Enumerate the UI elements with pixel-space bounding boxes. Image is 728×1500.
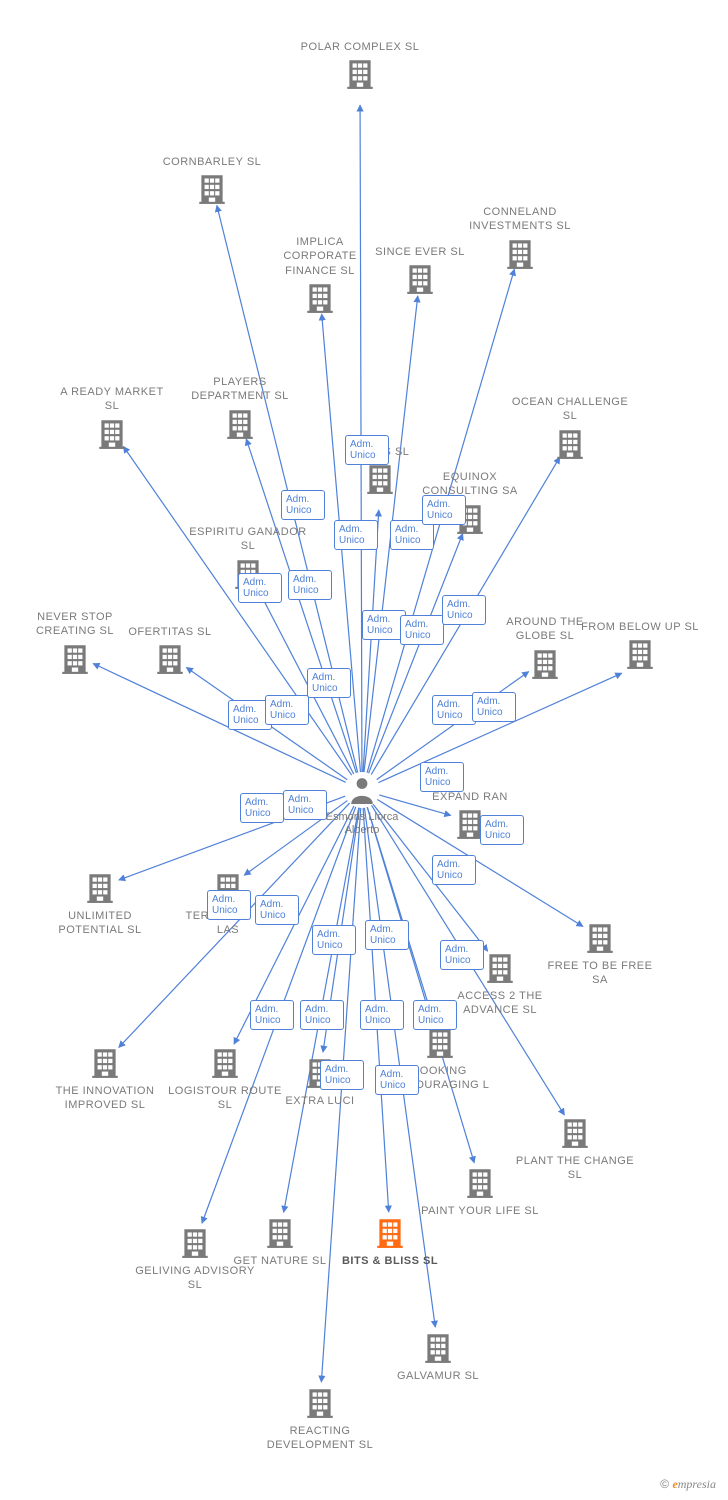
building-icon — [208, 1045, 242, 1079]
edge-label: Adm. Unico — [440, 940, 484, 970]
building-icon — [363, 461, 397, 495]
building-icon — [223, 406, 257, 440]
company-node-bits: BITS & BLISS SL — [330, 1215, 450, 1270]
edge-label: Adm. Unico — [312, 925, 356, 955]
building-icon — [403, 261, 437, 295]
building-icon — [58, 641, 92, 675]
center-person: Esmoris Llorca Alberto — [322, 776, 402, 837]
edge-label: Adm. Unico — [281, 490, 325, 520]
building-icon — [83, 870, 117, 904]
company-node-paint: PAINT YOUR LIFE SL — [420, 1165, 540, 1220]
building-icon — [303, 1385, 337, 1419]
company-node-free: FREE TO BE FREE SA — [540, 920, 660, 990]
building-icon — [553, 426, 587, 460]
company-label: FREE TO BE FREE SA — [540, 959, 660, 988]
company-node-unlimited: UNLIMITED POTENTIAL SL — [40, 870, 160, 940]
company-node-innovation: THE INNOVATION IMPROVED SL — [45, 1045, 165, 1115]
building-icon — [88, 1045, 122, 1079]
company-label: ESPIRITU GANADOR SL — [188, 525, 308, 554]
company-label: A READY MARKET SL — [52, 385, 172, 414]
company-label: OCEAN CHALLENGE SL — [510, 395, 630, 424]
company-node-since: SINCE EVER SL — [360, 245, 480, 300]
building-icon — [528, 646, 562, 680]
building-icon — [95, 416, 129, 450]
building-icon — [178, 1225, 212, 1259]
company-node-getnature: GET NATURE SL — [220, 1215, 340, 1270]
edge-label: Adm. Unico — [422, 495, 466, 525]
company-label: GALVAMUR SL — [378, 1369, 498, 1383]
person-icon — [349, 776, 375, 804]
edge-label: Adm. Unico — [334, 520, 378, 550]
company-label: SINCE EVER SL — [360, 245, 480, 259]
company-node-ocean: OCEAN CHALLENGE SL — [510, 395, 630, 465]
company-label: REACTING DEVELOPMENT SL — [260, 1424, 380, 1453]
edge-label: Adm. Unico — [283, 790, 327, 820]
edge-label: Adm. Unico — [432, 695, 476, 725]
company-label: EXTRA LUCI — [285, 1094, 355, 1108]
building-icon — [463, 1165, 497, 1199]
edge-label: Adm. Unico — [480, 815, 524, 845]
company-label: FROM BELOW UP SL — [580, 620, 700, 634]
company-label: CORNBARLEY SL — [152, 155, 272, 169]
building-icon — [503, 236, 537, 270]
building-icon — [423, 1025, 457, 1059]
company-node-aready: A READY MARKET SL — [52, 385, 172, 455]
building-icon — [195, 171, 229, 205]
edge-label: Adm. Unico — [420, 762, 464, 792]
building-icon — [153, 641, 187, 675]
building-icon — [263, 1215, 297, 1249]
company-label: OFERTITAS SL — [110, 625, 230, 639]
edge-label: Adm. Unico — [320, 1060, 364, 1090]
footer-copyright: © empresia — [660, 1477, 716, 1492]
building-icon — [483, 950, 517, 984]
edge-label: Adm. Unico — [240, 793, 284, 823]
company-label: POLAR COMPLEX SL — [300, 40, 420, 54]
edges-layer — [0, 0, 728, 1500]
company-label: PLAYERS DEPARTMENT SL — [180, 375, 300, 404]
company-node-ofertitas: OFERTITAS SL — [110, 625, 230, 680]
company-node-frombelow: FROM BELOW UP SL — [580, 620, 700, 675]
edge-label: Adm. Unico — [413, 1000, 457, 1030]
edge-label: Adm. Unico — [400, 615, 444, 645]
building-icon — [623, 636, 657, 670]
company-label: ACCESS 2 THE ADVANCE SL — [450, 989, 550, 1018]
company-node-logistour: LOGISTOUR ROUTE SL — [165, 1045, 285, 1115]
edge-label: Adm. Unico — [360, 1000, 404, 1030]
edge-label: Adm. Unico — [375, 1065, 419, 1095]
building-icon — [558, 1115, 592, 1149]
company-node-cornbarley: CORNBARLEY SL — [152, 155, 272, 210]
company-label: LOGISTOUR ROUTE SL — [165, 1084, 285, 1113]
building-icon — [373, 1215, 407, 1249]
company-label: CONNELAND INVESTMENTS SL — [460, 205, 580, 234]
edge-label: Adm. Unico — [432, 855, 476, 885]
company-label: GET NATURE SL — [220, 1254, 340, 1268]
building-icon — [421, 1330, 455, 1364]
building-icon — [303, 280, 337, 314]
edge-label: Adm. Unico — [265, 695, 309, 725]
company-node-players: PLAYERS DEPARTMENT SL — [180, 375, 300, 445]
edge-label: Adm. Unico — [255, 895, 299, 925]
edge-label: Adm. Unico — [365, 920, 409, 950]
building-icon — [583, 920, 617, 954]
edge-label: Adm. Unico — [300, 1000, 344, 1030]
edge-label: Adm. Unico — [345, 435, 389, 465]
edge-label: Adm. Unico — [442, 595, 486, 625]
company-label: THE INNOVATION IMPROVED SL — [45, 1084, 165, 1113]
company-label: EXPAND RAN — [430, 790, 510, 804]
edge-label: Adm. Unico — [307, 668, 351, 698]
building-icon — [343, 56, 377, 90]
edge-label: Adm. Unico — [238, 573, 282, 603]
edge-label: Adm. Unico — [472, 692, 516, 722]
company-label: BITS & BLISS SL — [330, 1254, 450, 1268]
company-node-galvamur: GALVAMUR SL — [378, 1330, 498, 1385]
edge-label: Adm. Unico — [288, 570, 332, 600]
center-person-label: Esmoris Llorca Alberto — [322, 811, 402, 837]
company-node-reacting: REACTING DEVELOPMENT SL — [260, 1385, 380, 1455]
company-node-polar: POLAR COMPLEX SL — [300, 40, 420, 95]
edge-label: Adm. Unico — [207, 890, 251, 920]
company-label: UNLIMITED POTENTIAL SL — [40, 909, 160, 938]
edge-label: Adm. Unico — [250, 1000, 294, 1030]
